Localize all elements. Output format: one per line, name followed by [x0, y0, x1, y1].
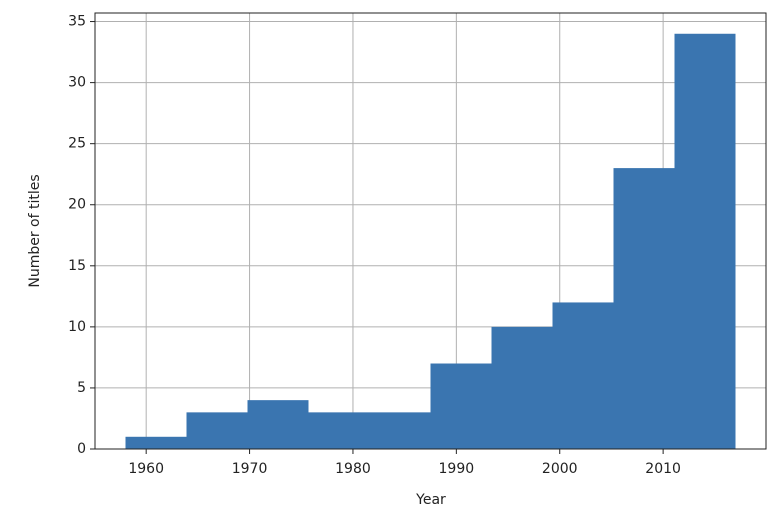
bar	[308, 412, 370, 449]
bars	[125, 33, 736, 450]
bar	[186, 412, 248, 449]
y-axis-label: Number of titles	[27, 174, 43, 287]
y-tick-label: 0	[77, 441, 86, 457]
axes: 1960 1970 1980 1990 2000 2010 0 5 10 15 20 25 30 35	[68, 12, 767, 477]
bar	[247, 400, 309, 449]
y-tick-label: 25	[68, 136, 86, 152]
plot-frame	[94, 12, 767, 450]
bar	[491, 326, 553, 449]
y-tick-label: 20	[68, 197, 86, 213]
y-tick-label: 30	[68, 75, 86, 91]
x-axis-label: Year	[415, 492, 446, 508]
y-tick-label: 10	[68, 319, 86, 335]
x-tick-label: 1980	[335, 461, 371, 477]
bar	[369, 412, 431, 449]
bar	[674, 33, 736, 450]
x-tick-label: 2000	[542, 461, 578, 477]
bar	[125, 436, 187, 449]
bar	[552, 302, 614, 449]
y-tick-label: 5	[77, 380, 86, 396]
x-tick-label: 1970	[232, 461, 268, 477]
bar	[613, 168, 675, 449]
x-tick-label: 2010	[645, 461, 681, 477]
y-tick-label: 15	[68, 258, 86, 274]
y-tick-label: 35	[68, 14, 86, 30]
bar	[430, 363, 492, 449]
x-tick-label: 1960	[128, 461, 164, 477]
x-tick-label: 1990	[439, 461, 475, 477]
